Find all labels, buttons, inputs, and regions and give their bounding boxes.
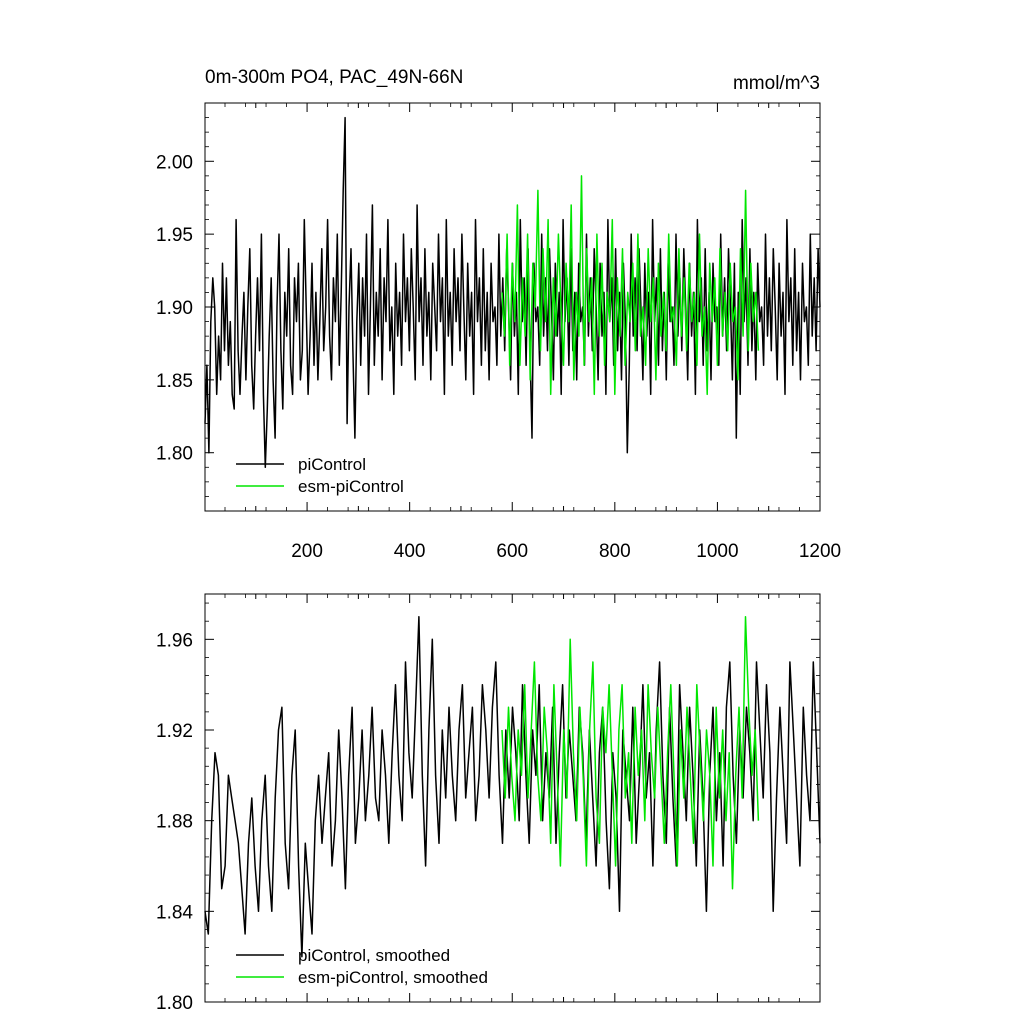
y-tick-label: 1.85 (156, 371, 193, 392)
legend-label: esm-piControl (298, 477, 404, 496)
y-tick-label: 1.92 (156, 721, 193, 742)
top-panel-series (204, 116, 821, 469)
x-tick-label: 800 (599, 541, 631, 562)
series-line-esm-picontrol-smoothed (501, 615, 760, 890)
top-panel-ticks: 200 400 600 800 1000 1200 1.80 1.85 1.90 1.95 2.00 (156, 102, 841, 562)
x-tick-label: 1200 (799, 541, 841, 562)
y-tick-label: 1.80 (156, 444, 193, 465)
top-panel: 200 400 600 800 1000 1200 1.80 1.85 1.90 1.95 2.00… (156, 102, 841, 562)
series-line-picontrol-smoothed (204, 615, 821, 958)
chart-units: mmol/m^3 (733, 73, 820, 94)
y-tick-label: 1.80 (156, 993, 193, 1014)
bottom-panel-series (204, 615, 821, 958)
legend-label: piControl (298, 455, 366, 474)
bottom-panel-ticks: 1.80 1.84 1.88 1.92 1.96 (156, 594, 821, 1014)
x-tick-label: 200 (291, 541, 323, 562)
legend-label: piControl, smoothed (298, 946, 450, 965)
x-tick-label: 600 (496, 541, 528, 562)
y-tick-label: 1.84 (156, 902, 193, 923)
y-tick-label: 1.90 (156, 298, 193, 319)
y-tick-label: 1.95 (156, 225, 193, 246)
top-panel-legend: piControl esm-piControl (236, 455, 404, 496)
y-tick-label: 2.00 (156, 152, 193, 173)
chart-title: 0m-300m PO4, PAC_49N-66N (205, 67, 463, 88)
series-line-esm-picontrol (501, 175, 760, 396)
x-tick-label: 1000 (696, 541, 738, 562)
bottom-panel-legend: piControl, smoothed esm-piControl, smooth… (236, 946, 488, 987)
legend-label: esm-piControl, smoothed (298, 968, 488, 987)
bottom-panel: 1.80 1.84 1.88 1.92 1.96 piControl, smoothed… (156, 593, 821, 1014)
series-line-picontrol (204, 116, 821, 469)
x-tick-label: 400 (394, 541, 426, 562)
y-tick-label: 1.88 (156, 812, 193, 833)
y-tick-label: 1.96 (156, 630, 193, 651)
